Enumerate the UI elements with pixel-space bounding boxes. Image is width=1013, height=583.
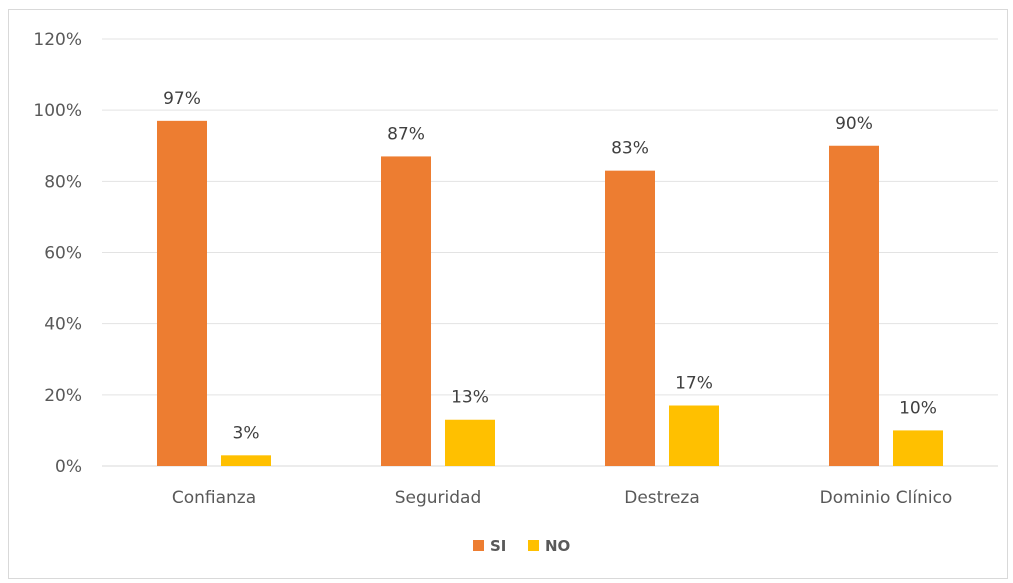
data-label: 10% (899, 398, 937, 418)
x-tick-label: Confianza (172, 488, 256, 508)
y-tick-label: 60% (44, 244, 82, 264)
x-tick-label: Destreza (624, 488, 700, 508)
x-tick-label: Dominio Clínico (820, 488, 953, 508)
legend-label: NO (545, 537, 570, 555)
y-tick-label: 100% (33, 101, 82, 121)
data-label: 83% (611, 139, 649, 159)
bar-si (157, 120, 207, 466)
bar-no (669, 405, 719, 466)
y-tick-label: 20% (44, 386, 82, 406)
data-label: 87% (387, 124, 425, 144)
y-tick-label: 40% (44, 315, 82, 335)
bar-si (605, 170, 655, 467)
bar-no (221, 455, 271, 466)
bar-si (381, 156, 431, 467)
bar-no (893, 430, 943, 466)
y-tick-label: 0% (55, 457, 82, 477)
data-label: 97% (163, 89, 201, 109)
bar-no (445, 419, 495, 466)
data-label: 3% (233, 423, 260, 443)
y-tick-label: 120% (33, 30, 82, 50)
legend-label: SI (490, 537, 506, 555)
data-label: 90% (835, 114, 873, 134)
bar-si (829, 145, 879, 466)
data-label: 17% (675, 374, 713, 394)
legend-swatch (528, 540, 539, 551)
legend-swatch (473, 540, 484, 551)
y-tick-label: 80% (44, 172, 82, 192)
x-tick-label: Seguridad (395, 488, 482, 508)
data-label: 13% (451, 388, 489, 408)
